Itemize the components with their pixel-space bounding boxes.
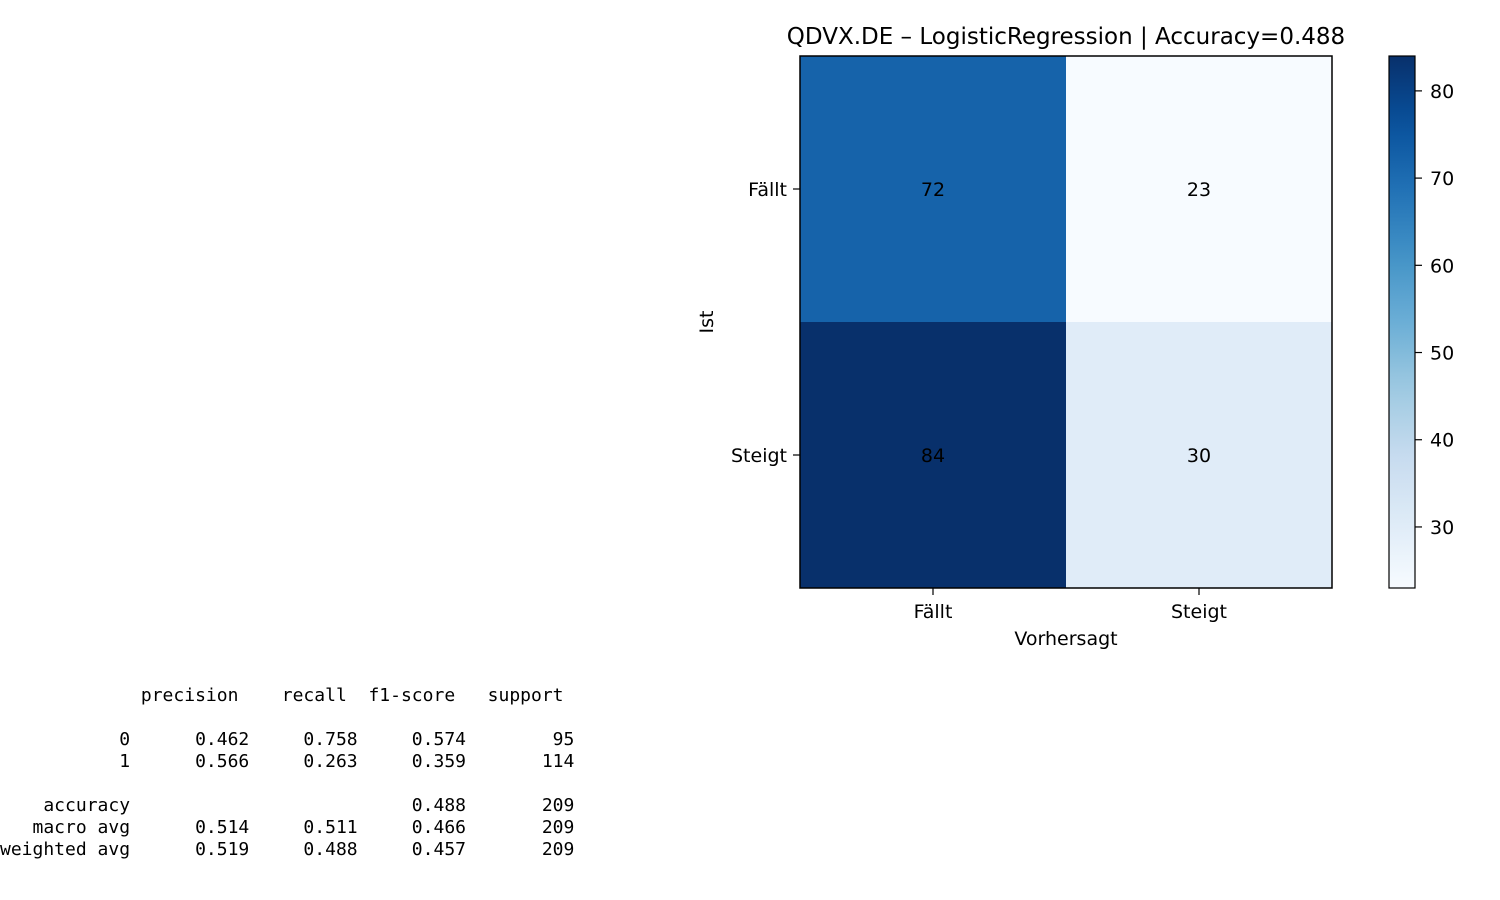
x-tick-label: Steigt (1171, 601, 1227, 623)
report-row: 0 0.462 0.758 0.574 95 (0, 729, 575, 750)
report-row: accuracy 0.488 209 (0, 795, 575, 816)
colorbar-tick-label: 30 (1430, 517, 1454, 539)
report-header: precision recall f1-score support (0, 685, 564, 706)
heatmap-cell (1066, 56, 1333, 323)
report-row: weighted avg 0.519 0.488 0.457 209 (0, 839, 575, 860)
report-row: macro avg 0.514 0.511 0.466 209 (0, 817, 575, 838)
heatmap-cells: 72 23 84 30 (800, 56, 1333, 589)
heatmap-cell (800, 322, 1067, 589)
chart-title: QDVX.DE – LogisticRegression | Accuracy=… (787, 24, 1345, 50)
x-tick-label: Fällt (914, 601, 953, 623)
heatmap-cell (800, 56, 1067, 323)
colorbar-tick-label: 80 (1430, 81, 1454, 103)
cell-value-label: 23 (1187, 179, 1211, 201)
colorbar-tick-label: 70 (1430, 168, 1454, 190)
y-axis-ticks: Fällt Steigt (731, 179, 800, 467)
heatmap-cell (1066, 322, 1333, 589)
report-row: 1 0.566 0.263 0.359 114 (0, 751, 575, 772)
cell-value-label: 72 (921, 179, 945, 201)
plot-frame (799, 55, 1333, 589)
colorbar-tick-label: 50 (1430, 343, 1454, 365)
colorbar-tick-label: 40 (1430, 430, 1454, 452)
y-axis-label: Ist (696, 311, 718, 334)
classification-report: precision recall f1-score support​ 0 0.4… (0, 685, 660, 861)
colorbar (1388, 55, 1416, 589)
x-axis-ticks: Fällt Steigt (914, 588, 1227, 623)
confusion-matrix-figure: QDVX.DE – LogisticRegression | Accuracy=… (696, 24, 1454, 650)
cell-value-label: 30 (1187, 445, 1211, 467)
x-axis-label: Vorhersagt (1014, 628, 1117, 650)
y-tick-label: Steigt (731, 445, 787, 467)
colorbar-tick-label: 60 (1430, 255, 1454, 277)
colorbar-ticks: 30 40 50 60 70 80 (1415, 81, 1454, 539)
y-tick-label: Fällt (748, 179, 787, 201)
cell-value-label: 84 (921, 445, 945, 467)
